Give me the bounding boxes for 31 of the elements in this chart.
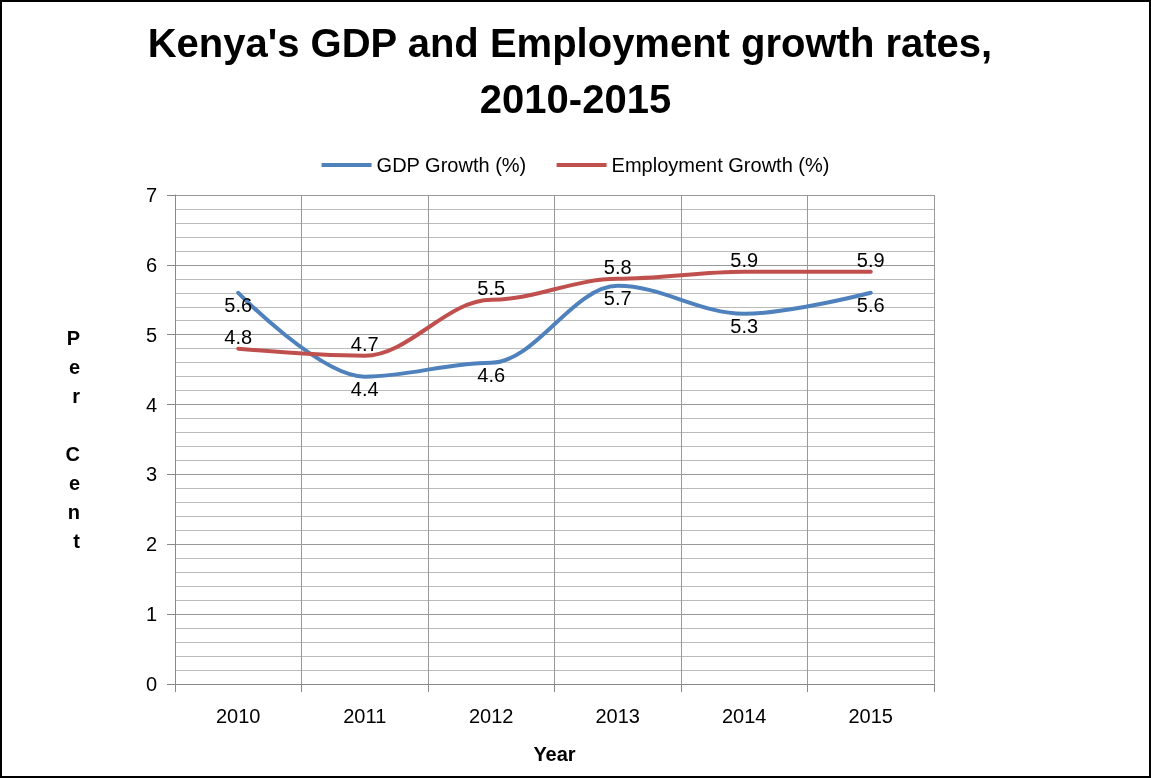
legend-label: GDP Growth (%) xyxy=(376,154,527,176)
data-label: 5.3 xyxy=(730,314,759,337)
x-tick-label: 2014 xyxy=(722,705,767,727)
y-tick-label: 2 xyxy=(145,533,157,556)
data-label: 5.6 xyxy=(856,293,885,316)
x-tick-label: 2013 xyxy=(595,705,640,727)
legend-label: Employment Growth (%) xyxy=(611,154,830,176)
data-label: 4.7 xyxy=(350,332,379,355)
x-tick-label: 2011 xyxy=(343,705,387,727)
y-tick-label: 1 xyxy=(145,603,157,626)
y-tick-label: 3 xyxy=(145,463,157,486)
y-tick-label: 0 xyxy=(145,673,157,695)
y-tick-label: 4 xyxy=(145,393,157,416)
data-label: 5.6 xyxy=(224,293,253,316)
data-label: 5.7 xyxy=(603,286,632,309)
y-tick-label: 5 xyxy=(145,323,157,346)
data-label: 5.8 xyxy=(603,255,632,278)
data-label: 4.4 xyxy=(350,377,379,400)
data-label: 4.6 xyxy=(477,363,506,386)
y-tick-label: 6 xyxy=(145,253,157,276)
y-tick-label: 7 xyxy=(145,184,157,206)
data-label: 5.9 xyxy=(856,248,885,271)
chart-title: Kenya's GDP and Employment growth rates, 2010-2015 xyxy=(147,21,1004,121)
data-label: 5.5 xyxy=(477,276,506,299)
data-label: 4.8 xyxy=(224,325,253,348)
x-axis-title: Year xyxy=(533,743,576,765)
x-tick-label: 2010 xyxy=(216,705,261,727)
text: Per Cent xyxy=(65,327,80,552)
data-label: 5.9 xyxy=(730,248,759,271)
x-tick-label: 2015 xyxy=(848,705,893,727)
x-tick-label: 2012 xyxy=(469,705,514,727)
